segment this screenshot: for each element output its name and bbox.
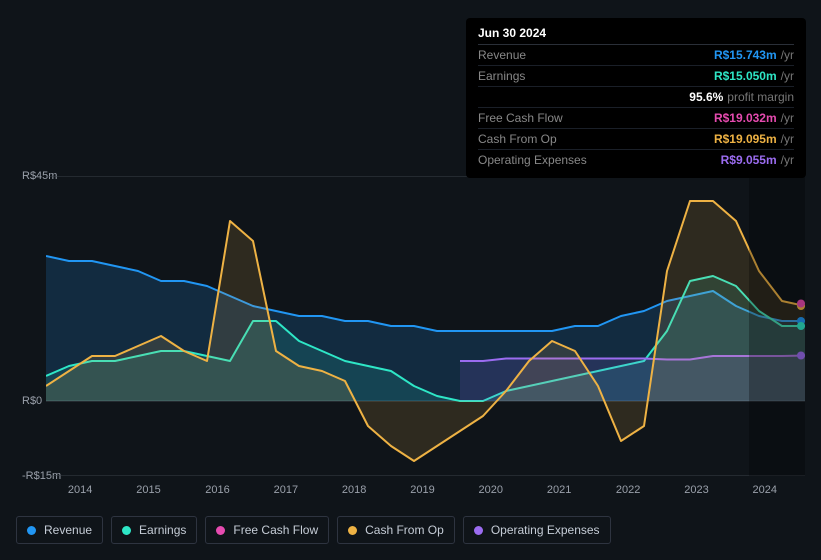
tooltip-metric-value: R$9.055m — [721, 153, 777, 167]
tooltip-metric-value: R$15.050m — [714, 69, 777, 83]
legend-label: Free Cash Flow — [233, 523, 318, 537]
tooltip-metric-suffix: /yr — [781, 111, 794, 125]
x-tick-label: 2014 — [68, 484, 92, 496]
tooltip-row: Cash From OpR$19.095m/yr — [478, 129, 794, 150]
financial-chart: R$45mR$0-R$15m — [16, 160, 805, 480]
tooltip-metric-value: R$15.743m — [714, 48, 777, 62]
x-axis-labels: 2014 2015 2016 2017 2018 2019 2020 2021 2022 2023… — [46, 484, 805, 504]
legend-item[interactable]: Free Cash Flow — [205, 516, 329, 544]
tooltip-row: RevenueR$15.743m/yr — [478, 45, 794, 66]
tooltip-subrow: 95.6% profit margin — [478, 87, 794, 108]
legend-swatch — [348, 526, 357, 535]
legend-item[interactable]: Cash From Op — [337, 516, 455, 544]
tooltip-metric-label: Operating Expenses — [478, 153, 721, 167]
tooltip-row: Operating ExpensesR$9.055m/yr — [478, 150, 794, 170]
x-tick-label: 2020 — [479, 484, 503, 496]
x-tick-label: 2019 — [410, 484, 434, 496]
tooltip-metric-label: Earnings — [478, 69, 714, 83]
series-end-dot — [797, 300, 805, 308]
legend-label: Revenue — [44, 523, 92, 537]
legend-label: Operating Expenses — [491, 523, 600, 537]
tooltip-metric-suffix: /yr — [781, 132, 794, 146]
tooltip-metric-value: R$19.032m — [714, 111, 777, 125]
x-tick-label: 2015 — [136, 484, 160, 496]
tooltip-metric-label: Revenue — [478, 48, 714, 62]
tooltip-metric-value: R$19.095m — [714, 132, 777, 146]
plot-area — [46, 176, 805, 476]
x-tick-label: 2023 — [684, 484, 708, 496]
x-tick-label: 2016 — [205, 484, 229, 496]
legend: Revenue Earnings Free Cash Flow Cash From O… — [16, 516, 611, 544]
legend-swatch — [27, 526, 36, 535]
tooltip-metric-label: Cash From Op — [478, 132, 714, 146]
series-end-dot — [797, 352, 805, 360]
legend-label: Cash From Op — [365, 523, 444, 537]
tooltip-metric-suffix: /yr — [781, 69, 794, 83]
tooltip-row: Free Cash FlowR$19.032m/yr — [478, 108, 794, 129]
chart-svg — [46, 176, 805, 476]
legend-swatch — [474, 526, 483, 535]
legend-item[interactable]: Earnings — [111, 516, 197, 544]
series-end-dot — [797, 322, 805, 330]
legend-label: Earnings — [139, 523, 186, 537]
x-tick-label: 2018 — [342, 484, 366, 496]
x-tick-label: 2022 — [616, 484, 640, 496]
tooltip-metric-suffix: /yr — [781, 153, 794, 167]
tooltip-date: Jun 30 2024 — [478, 26, 794, 45]
tooltip-row: EarningsR$15.050m/yr — [478, 66, 794, 87]
tooltip-rows: RevenueR$15.743m/yrEarningsR$15.050m/yr9… — [478, 45, 794, 170]
x-tick-label: 2021 — [547, 484, 571, 496]
legend-swatch — [122, 526, 131, 535]
legend-item[interactable]: Operating Expenses — [463, 516, 611, 544]
legend-item[interactable]: Revenue — [16, 516, 103, 544]
y-tick-label: R$0 — [22, 395, 42, 407]
tooltip-metric-label: Free Cash Flow — [478, 111, 714, 125]
tooltip-card: Jun 30 2024 RevenueR$15.743m/yrEarningsR… — [466, 18, 806, 178]
tooltip-metric-suffix: /yr — [781, 48, 794, 62]
legend-swatch — [216, 526, 225, 535]
x-tick-label: 2024 — [753, 484, 777, 496]
x-tick-label: 2017 — [274, 484, 298, 496]
